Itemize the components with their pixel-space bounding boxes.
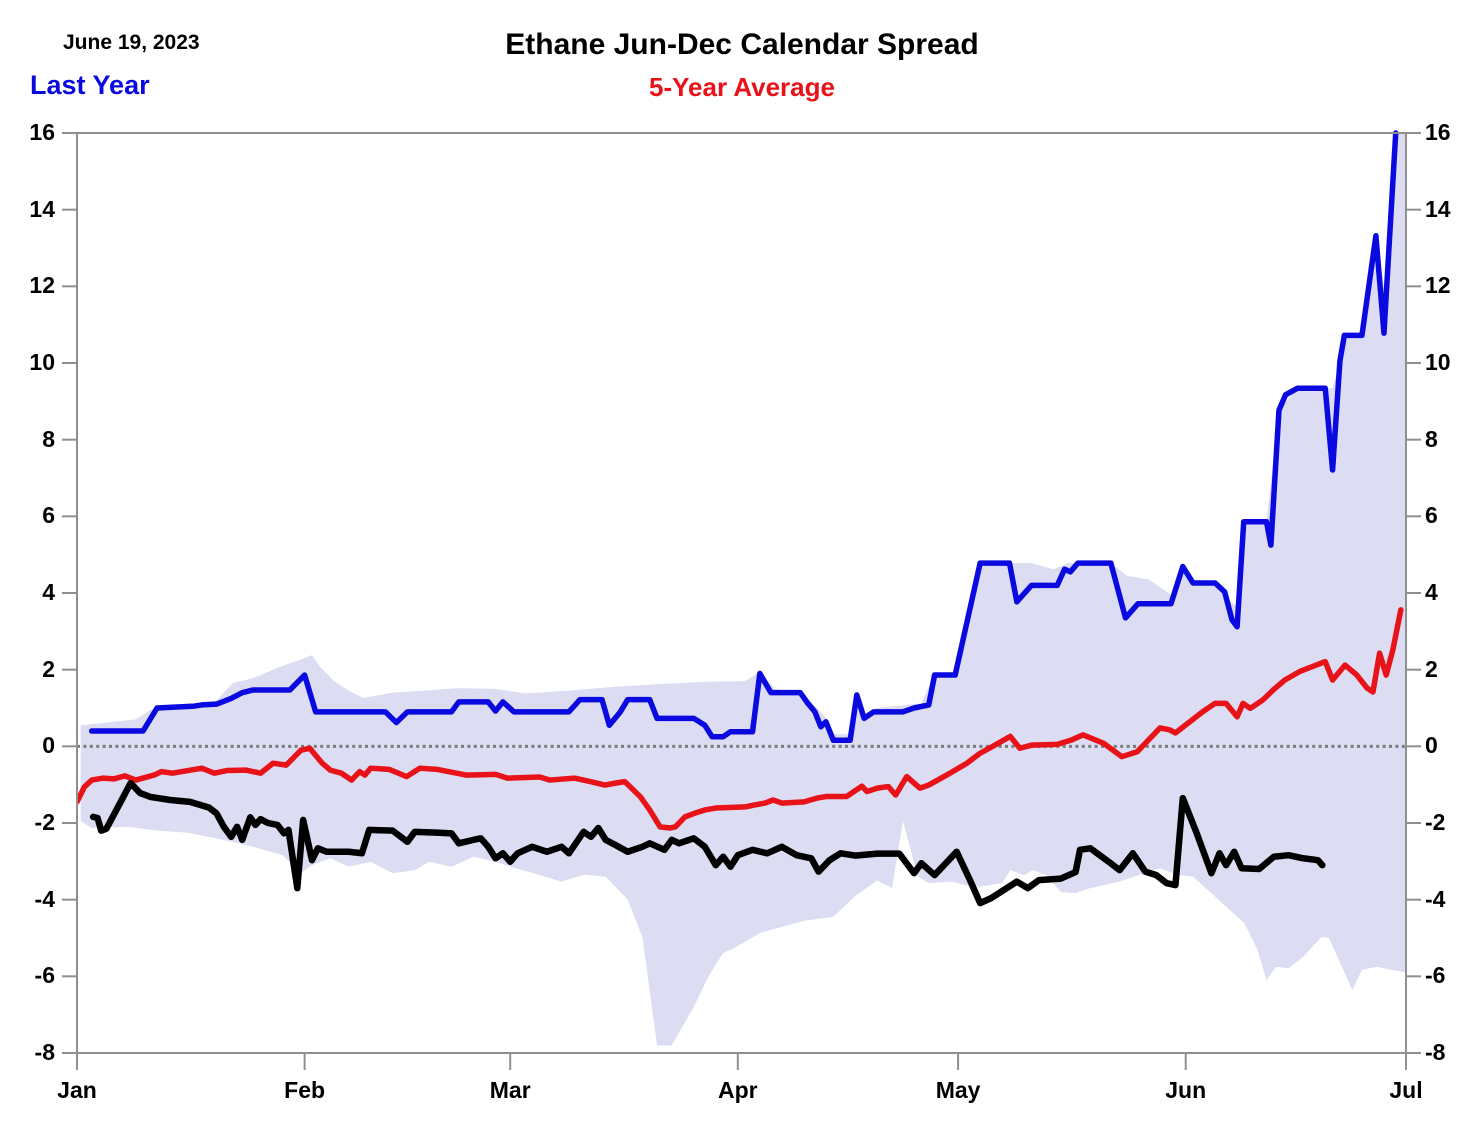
x-axis-label-month: Apr [718,1077,758,1103]
legend-last-year-label: Last Year [30,70,150,100]
last-year-line [88,130,1399,743]
x-axis-label-month: Jan [57,1077,97,1103]
y-axis-label-left: 6 [42,502,55,529]
chart-title: Ethane Jun-Dec Calendar Spread [505,28,979,61]
y-axis-label-left: 4 [42,579,55,605]
y-axis-label-left: 12 [29,272,55,299]
current-year-line [89,779,1326,907]
five-year-average-line [77,607,1404,831]
x-axis-label-month: Jun [1165,1077,1207,1103]
y-axis-label-right: 2 [1425,655,1438,682]
y-axis-label-right: 12 [1425,272,1451,299]
y-axis-label-right: 10 [1425,349,1451,375]
y-axis-label-right: -2 [1425,809,1446,835]
y-axis-label-right: -4 [1425,885,1446,912]
y-axis-label-right: 4 [1425,579,1438,605]
y-axis-label-left: -6 [34,962,55,989]
x-axis-label-month: Jul [1389,1077,1423,1103]
y-axis-label-right: 8 [1425,425,1438,452]
y-axis-label-left: 16 [29,119,55,145]
x-axis-label-month: May [935,1077,981,1103]
five-year-range-band [80,133,1406,1046]
y-axis-label-left: -4 [34,885,55,912]
x-axis-label-month: Feb [284,1077,326,1103]
y-axis-label-left: 2 [42,655,55,682]
y-axis-label-left: 8 [42,425,55,452]
y-axis-label-right: -6 [1425,962,1446,989]
y-axis-label-left: 0 [42,732,55,759]
x-axis-label-month: Mar [489,1077,531,1103]
y-axis-label-right: 0 [1425,732,1438,759]
y-axis-label-right: -8 [1425,1039,1446,1065]
y-axis-label-right: 14 [1425,195,1451,222]
y-axis-label-left: 10 [29,349,55,375]
y-axis-label-left: 14 [29,195,55,222]
y-axis-label-right: 6 [1425,502,1438,529]
y-axis-label-left: -2 [34,809,55,835]
report-date: June 19, 2023 [63,31,200,54]
y-axis-label-left: -8 [34,1039,55,1065]
y-axis-label-right: 16 [1425,119,1451,145]
legend-five-year-average-label: 5-Year Average [649,72,835,102]
